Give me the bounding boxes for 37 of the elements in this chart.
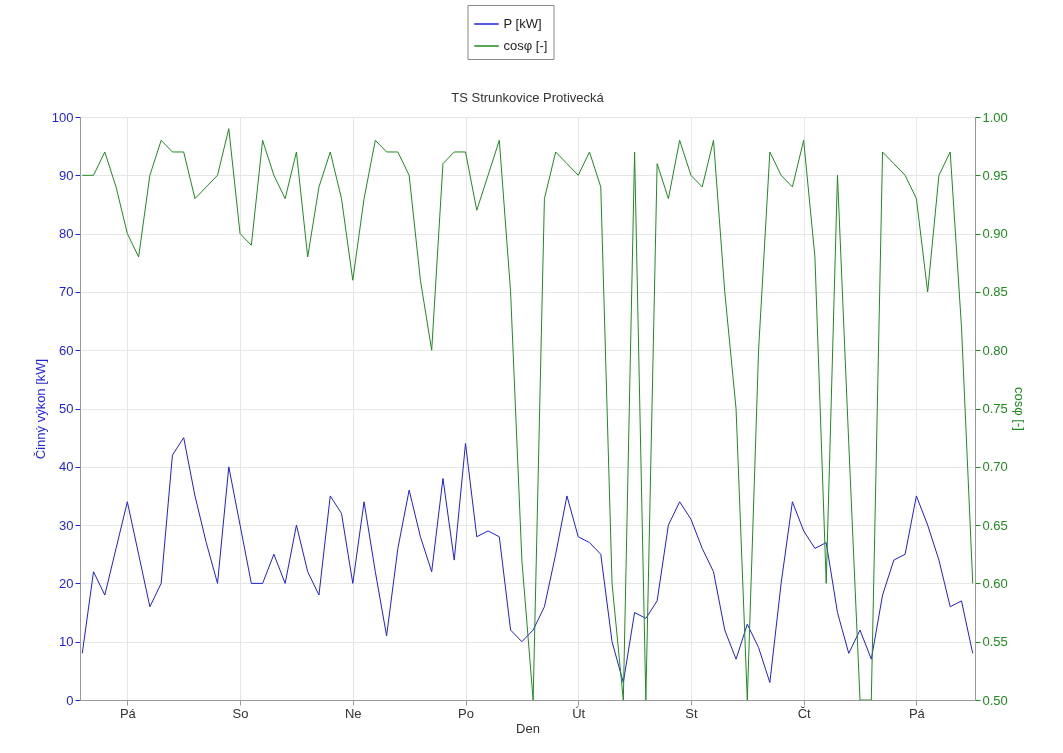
y-tick-label: 20	[59, 575, 74, 591]
x-tick-label: Po	[458, 705, 474, 721]
y-tick-label: 30	[59, 517, 74, 533]
y-tick-label: 60	[59, 342, 74, 358]
x-tick-label: Čt	[797, 705, 812, 721]
y-tick-label: 40	[59, 459, 74, 475]
legend-label: P [kW]	[503, 16, 542, 31]
y-tick-label: 50	[59, 401, 74, 416]
line-series	[81, 437, 974, 684]
y-tick-label: 100	[51, 109, 74, 125]
y2-tick-label: 0.85	[982, 284, 1008, 300]
y-axis-title: Činný výkon [kW]	[32, 358, 48, 460]
y-tick-label: 70	[59, 284, 74, 300]
y2-tick-label: 0.75	[982, 401, 1008, 416]
y2-tick-label: 0.55	[982, 634, 1008, 650]
y2-tick-label: 1.00	[982, 109, 1008, 125]
y2-tick-label: 0.90	[982, 226, 1008, 242]
y-tick-label: 0	[66, 692, 74, 708]
x-tick-label: So	[232, 705, 249, 721]
y-tick-label: 10	[59, 634, 74, 650]
y2-tick-label: 0.70	[982, 459, 1008, 475]
x-tick-label: Pá	[908, 705, 926, 721]
y2-tick-label: 0.60	[982, 575, 1008, 591]
y2-tick-label: 0.50	[982, 692, 1008, 708]
x-axis-title: Den	[516, 720, 540, 736]
y2-axis-title: cosφ [-]	[1011, 387, 1027, 431]
chart-title: TS Strunkovice Protivecká	[451, 90, 605, 105]
y2-tick-label: 0.80	[982, 342, 1008, 358]
y2-tick-label: 0.65	[982, 517, 1008, 533]
y-tick-label: 90	[59, 167, 74, 183]
y2-tick-label: 0.95	[982, 167, 1008, 183]
legend-label: cosφ [-]	[503, 38, 548, 53]
y-tick-label: 80	[59, 226, 74, 242]
x-tick-label: Ne	[344, 705, 362, 721]
x-tick-label: Út	[572, 705, 586, 721]
x-tick-label: St	[685, 705, 698, 721]
x-tick-label: Pá	[119, 705, 137, 721]
